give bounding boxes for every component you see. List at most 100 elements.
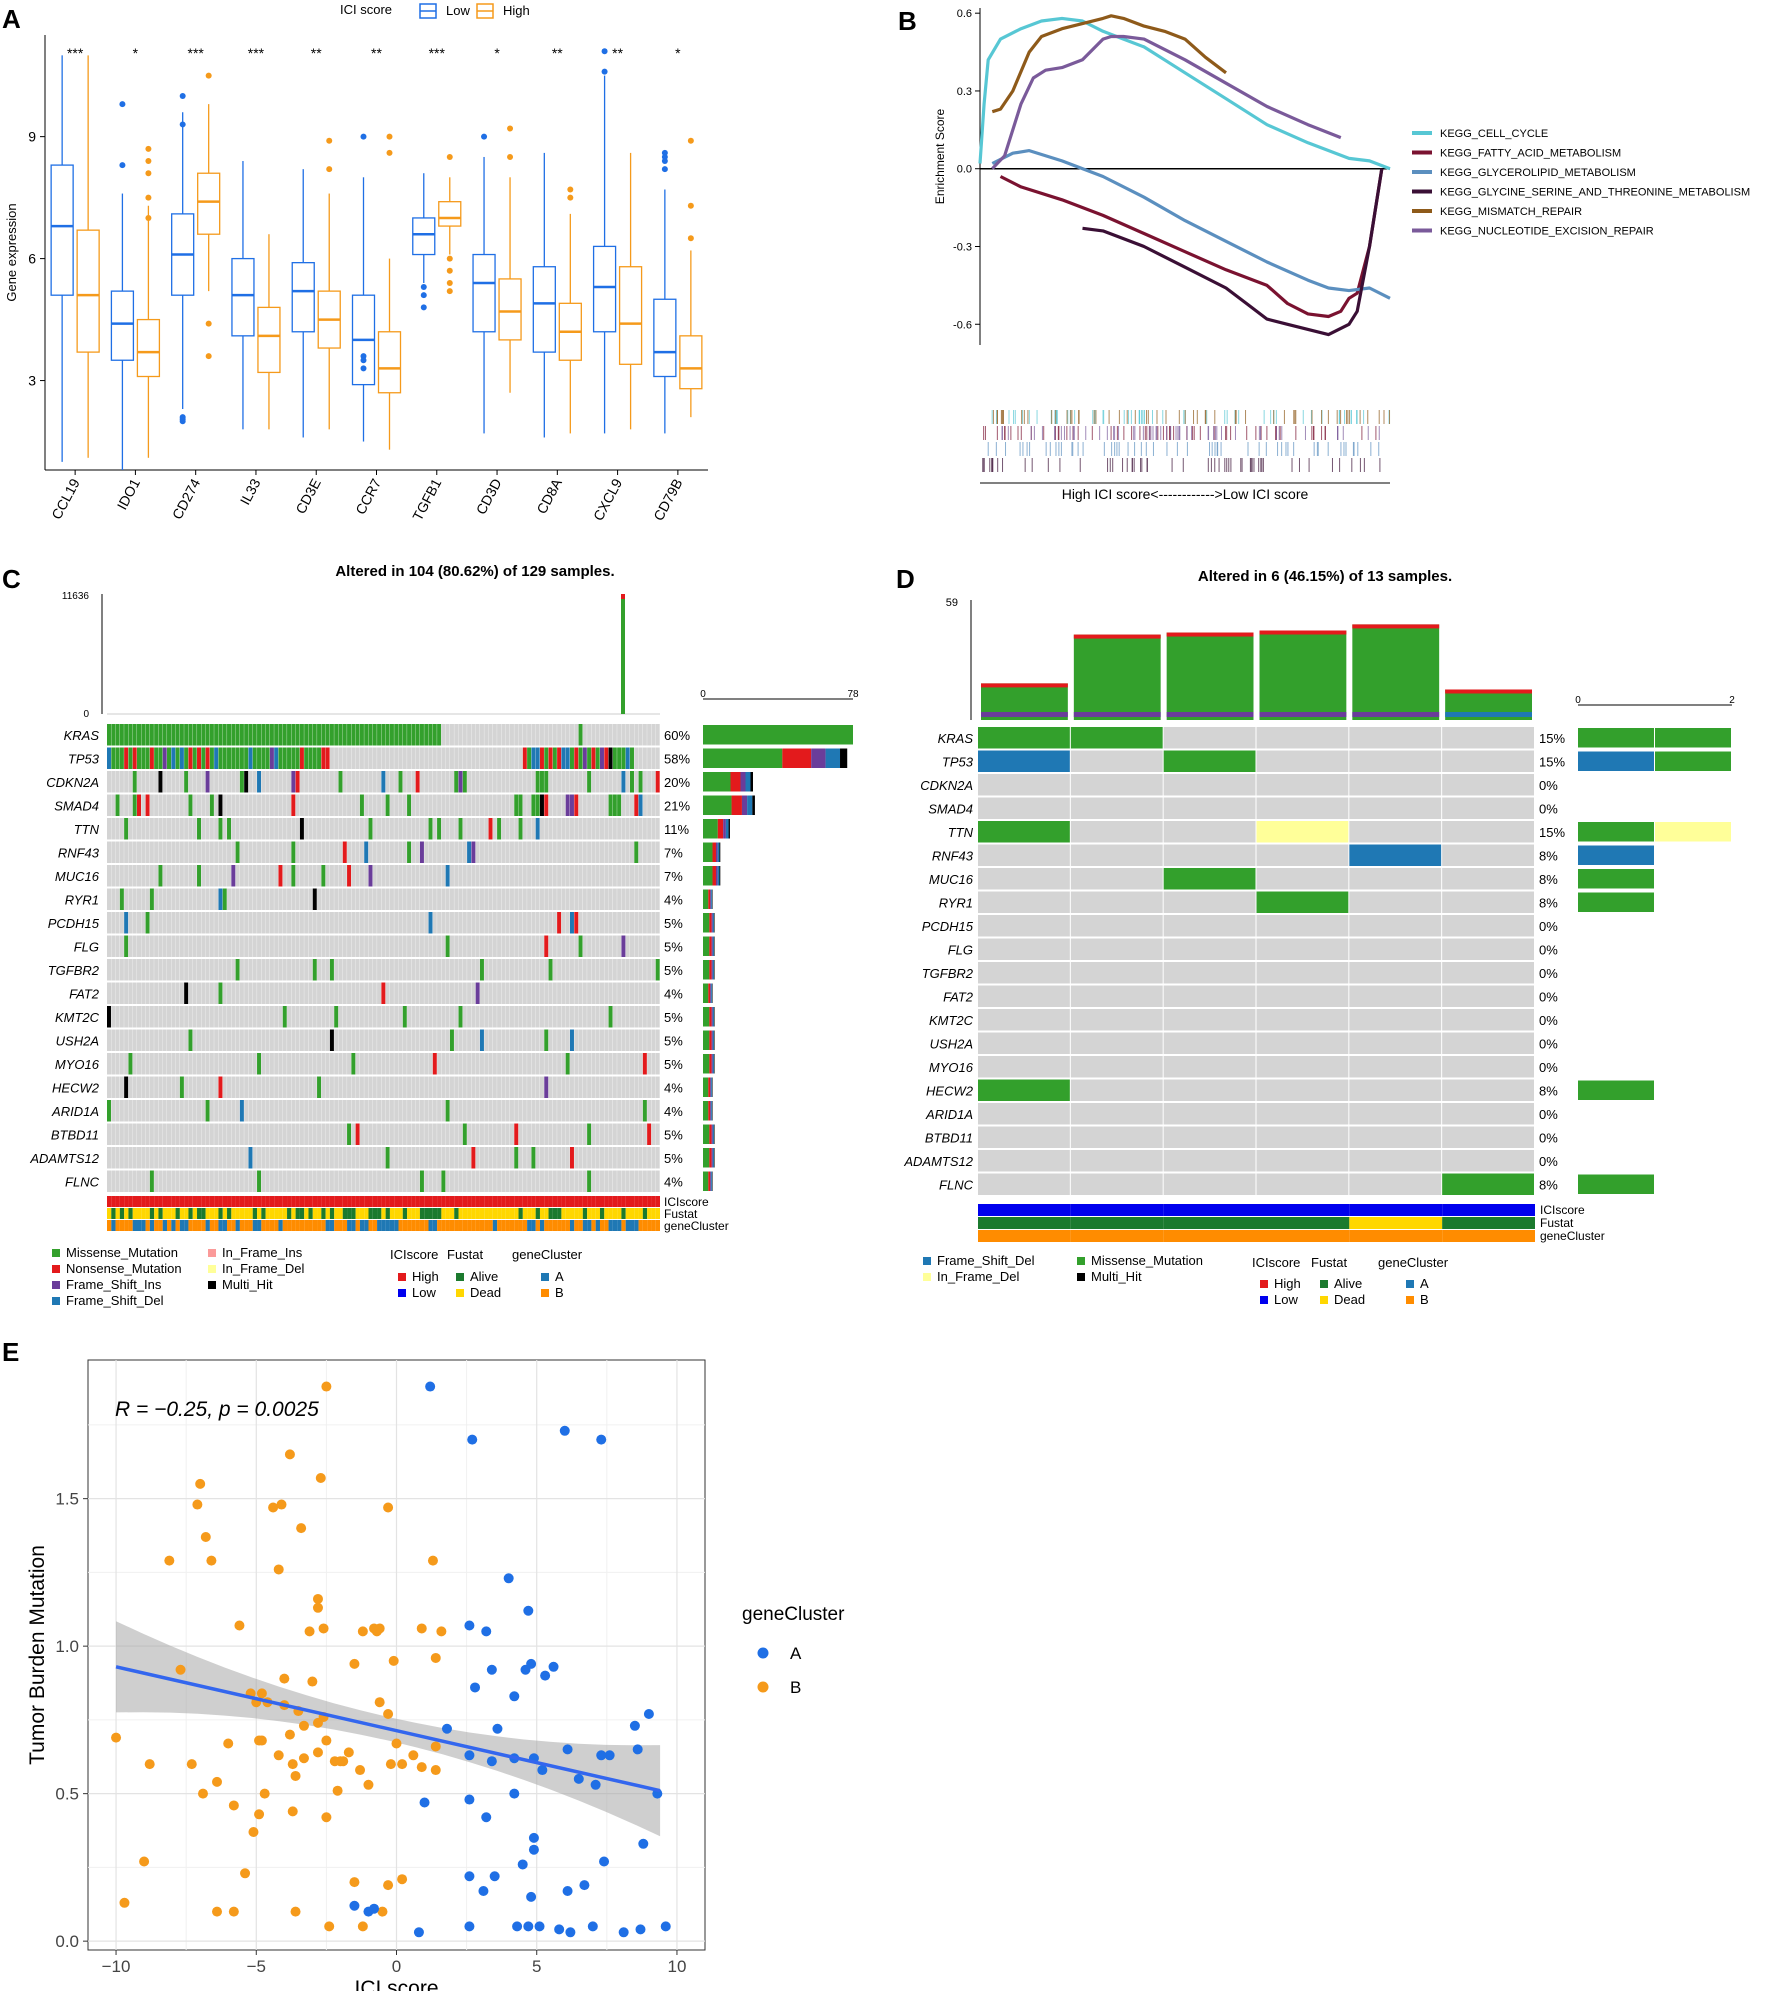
oncoplot-cell bbox=[377, 1170, 382, 1192]
oncoplot-cell bbox=[492, 1029, 497, 1051]
track-cluster bbox=[415, 1220, 420, 1231]
oncoplot-cell bbox=[257, 818, 262, 840]
oncoplot-cell bbox=[552, 935, 557, 957]
oncoplot-cell bbox=[184, 818, 189, 840]
track-cluster bbox=[269, 1220, 275, 1231]
oncoplot-cell bbox=[359, 818, 364, 840]
oncoplot-cell bbox=[389, 912, 394, 934]
oncoplot-cell bbox=[342, 982, 347, 1004]
oncoplot-cell bbox=[428, 1123, 433, 1145]
oncoplot-cell bbox=[201, 935, 206, 957]
oncoplot-cell bbox=[347, 959, 352, 981]
oncoplot-cell bbox=[282, 747, 287, 769]
oncoplot-cell bbox=[595, 935, 600, 957]
oncoplot-cell bbox=[522, 724, 527, 746]
oncoplot-cell bbox=[587, 982, 592, 1004]
track-cluster bbox=[205, 1220, 210, 1231]
track-fustat bbox=[509, 1208, 515, 1219]
oncoplot-cell bbox=[629, 1170, 634, 1192]
track-fustat bbox=[582, 1208, 588, 1219]
oncoplot-cell bbox=[145, 724, 150, 746]
oncoplot-cell bbox=[437, 865, 442, 887]
oncoplot-cell bbox=[355, 888, 360, 910]
oncoplot-cell bbox=[595, 771, 600, 793]
track-cluster bbox=[535, 1220, 540, 1231]
oncoplot-cell bbox=[1070, 985, 1163, 1007]
oncoplot-cell bbox=[351, 1123, 356, 1145]
oncoplot-cell bbox=[167, 1076, 172, 1098]
oncoplot-cell bbox=[488, 959, 493, 981]
oncoplot-cell bbox=[312, 888, 317, 910]
oncoplot-cell bbox=[111, 1100, 116, 1122]
oncoplot-cell bbox=[282, 818, 287, 840]
oncoplot-cell bbox=[578, 1029, 583, 1051]
oncoplot-cell bbox=[308, 771, 313, 793]
point-cluster-b bbox=[416, 1623, 427, 1634]
oncoplot-cell bbox=[569, 1029, 574, 1051]
oncoplot-cell bbox=[424, 771, 429, 793]
oncoplot-cell bbox=[445, 771, 450, 793]
oncoplot-cell bbox=[317, 1100, 322, 1122]
oncoplot-cell bbox=[501, 841, 506, 863]
track-fustat bbox=[257, 1208, 262, 1219]
oncoplot-cell bbox=[149, 982, 154, 1004]
oncoplot-cell bbox=[342, 724, 347, 746]
oncoplot-cell bbox=[278, 841, 283, 863]
oncoplot-cell bbox=[411, 724, 416, 746]
oncoplot-cell bbox=[531, 935, 536, 957]
point-cluster-b bbox=[397, 1759, 408, 1770]
oncoplot-cell bbox=[355, 1170, 360, 1192]
oncoplot-cell bbox=[214, 888, 219, 910]
oncoplot-cell bbox=[629, 771, 634, 793]
oncoplot-cell bbox=[424, 1029, 429, 1051]
oncoplot-cell bbox=[407, 888, 412, 910]
oncoplot-cell bbox=[214, 1100, 219, 1122]
oncoplot-cell bbox=[621, 1006, 626, 1028]
oncoplot-cell bbox=[432, 1147, 437, 1169]
track-cluster bbox=[424, 1220, 429, 1231]
legend-label: KEGG_CELL_CYCLE bbox=[1440, 128, 1548, 140]
oncoplot-cell bbox=[582, 747, 587, 769]
oncoplot-cell bbox=[1349, 727, 1442, 749]
oncoplot-cell bbox=[514, 794, 519, 816]
oncoplot-cell bbox=[544, 1076, 549, 1098]
oncoplot-cell bbox=[458, 1006, 463, 1028]
oncoplot-cell bbox=[257, 771, 262, 793]
oncoplot-cell bbox=[591, 1076, 596, 1098]
count-bar-segment bbox=[728, 819, 730, 839]
oncoplot-cell bbox=[651, 912, 656, 934]
oncoplot-cell bbox=[175, 1170, 180, 1192]
oncoplot-cell bbox=[137, 1076, 141, 1098]
oncoplot-cell bbox=[252, 841, 257, 863]
oncoplot-cell bbox=[424, 912, 429, 934]
point-cluster-b bbox=[312, 1747, 323, 1758]
oncoplot-cell bbox=[599, 841, 604, 863]
oncoplot-cell bbox=[411, 747, 416, 769]
oncoplot-cell bbox=[364, 794, 369, 816]
oncoplot-cell bbox=[651, 841, 656, 863]
oncoplot-cell bbox=[591, 888, 596, 910]
oncoplot-cell bbox=[1163, 891, 1256, 913]
oncoplot-cell bbox=[179, 865, 184, 887]
oncoplot-cell bbox=[158, 771, 163, 793]
oncoplot-cell bbox=[334, 865, 339, 887]
point-cluster-a bbox=[579, 1880, 590, 1891]
oncoplot-cell bbox=[278, 747, 283, 769]
oncoplot-cell bbox=[518, 1029, 523, 1051]
count-tick-label: 0 bbox=[700, 689, 706, 700]
oncoplot-cell bbox=[411, 1006, 416, 1028]
oncoplot-cell bbox=[377, 771, 382, 793]
oncoplot-cell bbox=[128, 794, 133, 816]
box-body bbox=[498, 278, 522, 341]
track-cluster bbox=[587, 1220, 592, 1231]
oncoplot-cell bbox=[389, 818, 394, 840]
oncoplot-cell bbox=[192, 1170, 197, 1192]
oncoplot-cell bbox=[978, 1009, 1070, 1031]
oncoplot-cell bbox=[509, 912, 514, 934]
oncoplot-cell bbox=[171, 841, 176, 863]
oncoplot-cell bbox=[527, 1006, 532, 1028]
oncoplot-cell bbox=[582, 1029, 587, 1051]
oncoplot-cell bbox=[295, 1100, 300, 1122]
oncoplot-cell bbox=[128, 1147, 133, 1169]
track-cluster bbox=[385, 1220, 390, 1231]
